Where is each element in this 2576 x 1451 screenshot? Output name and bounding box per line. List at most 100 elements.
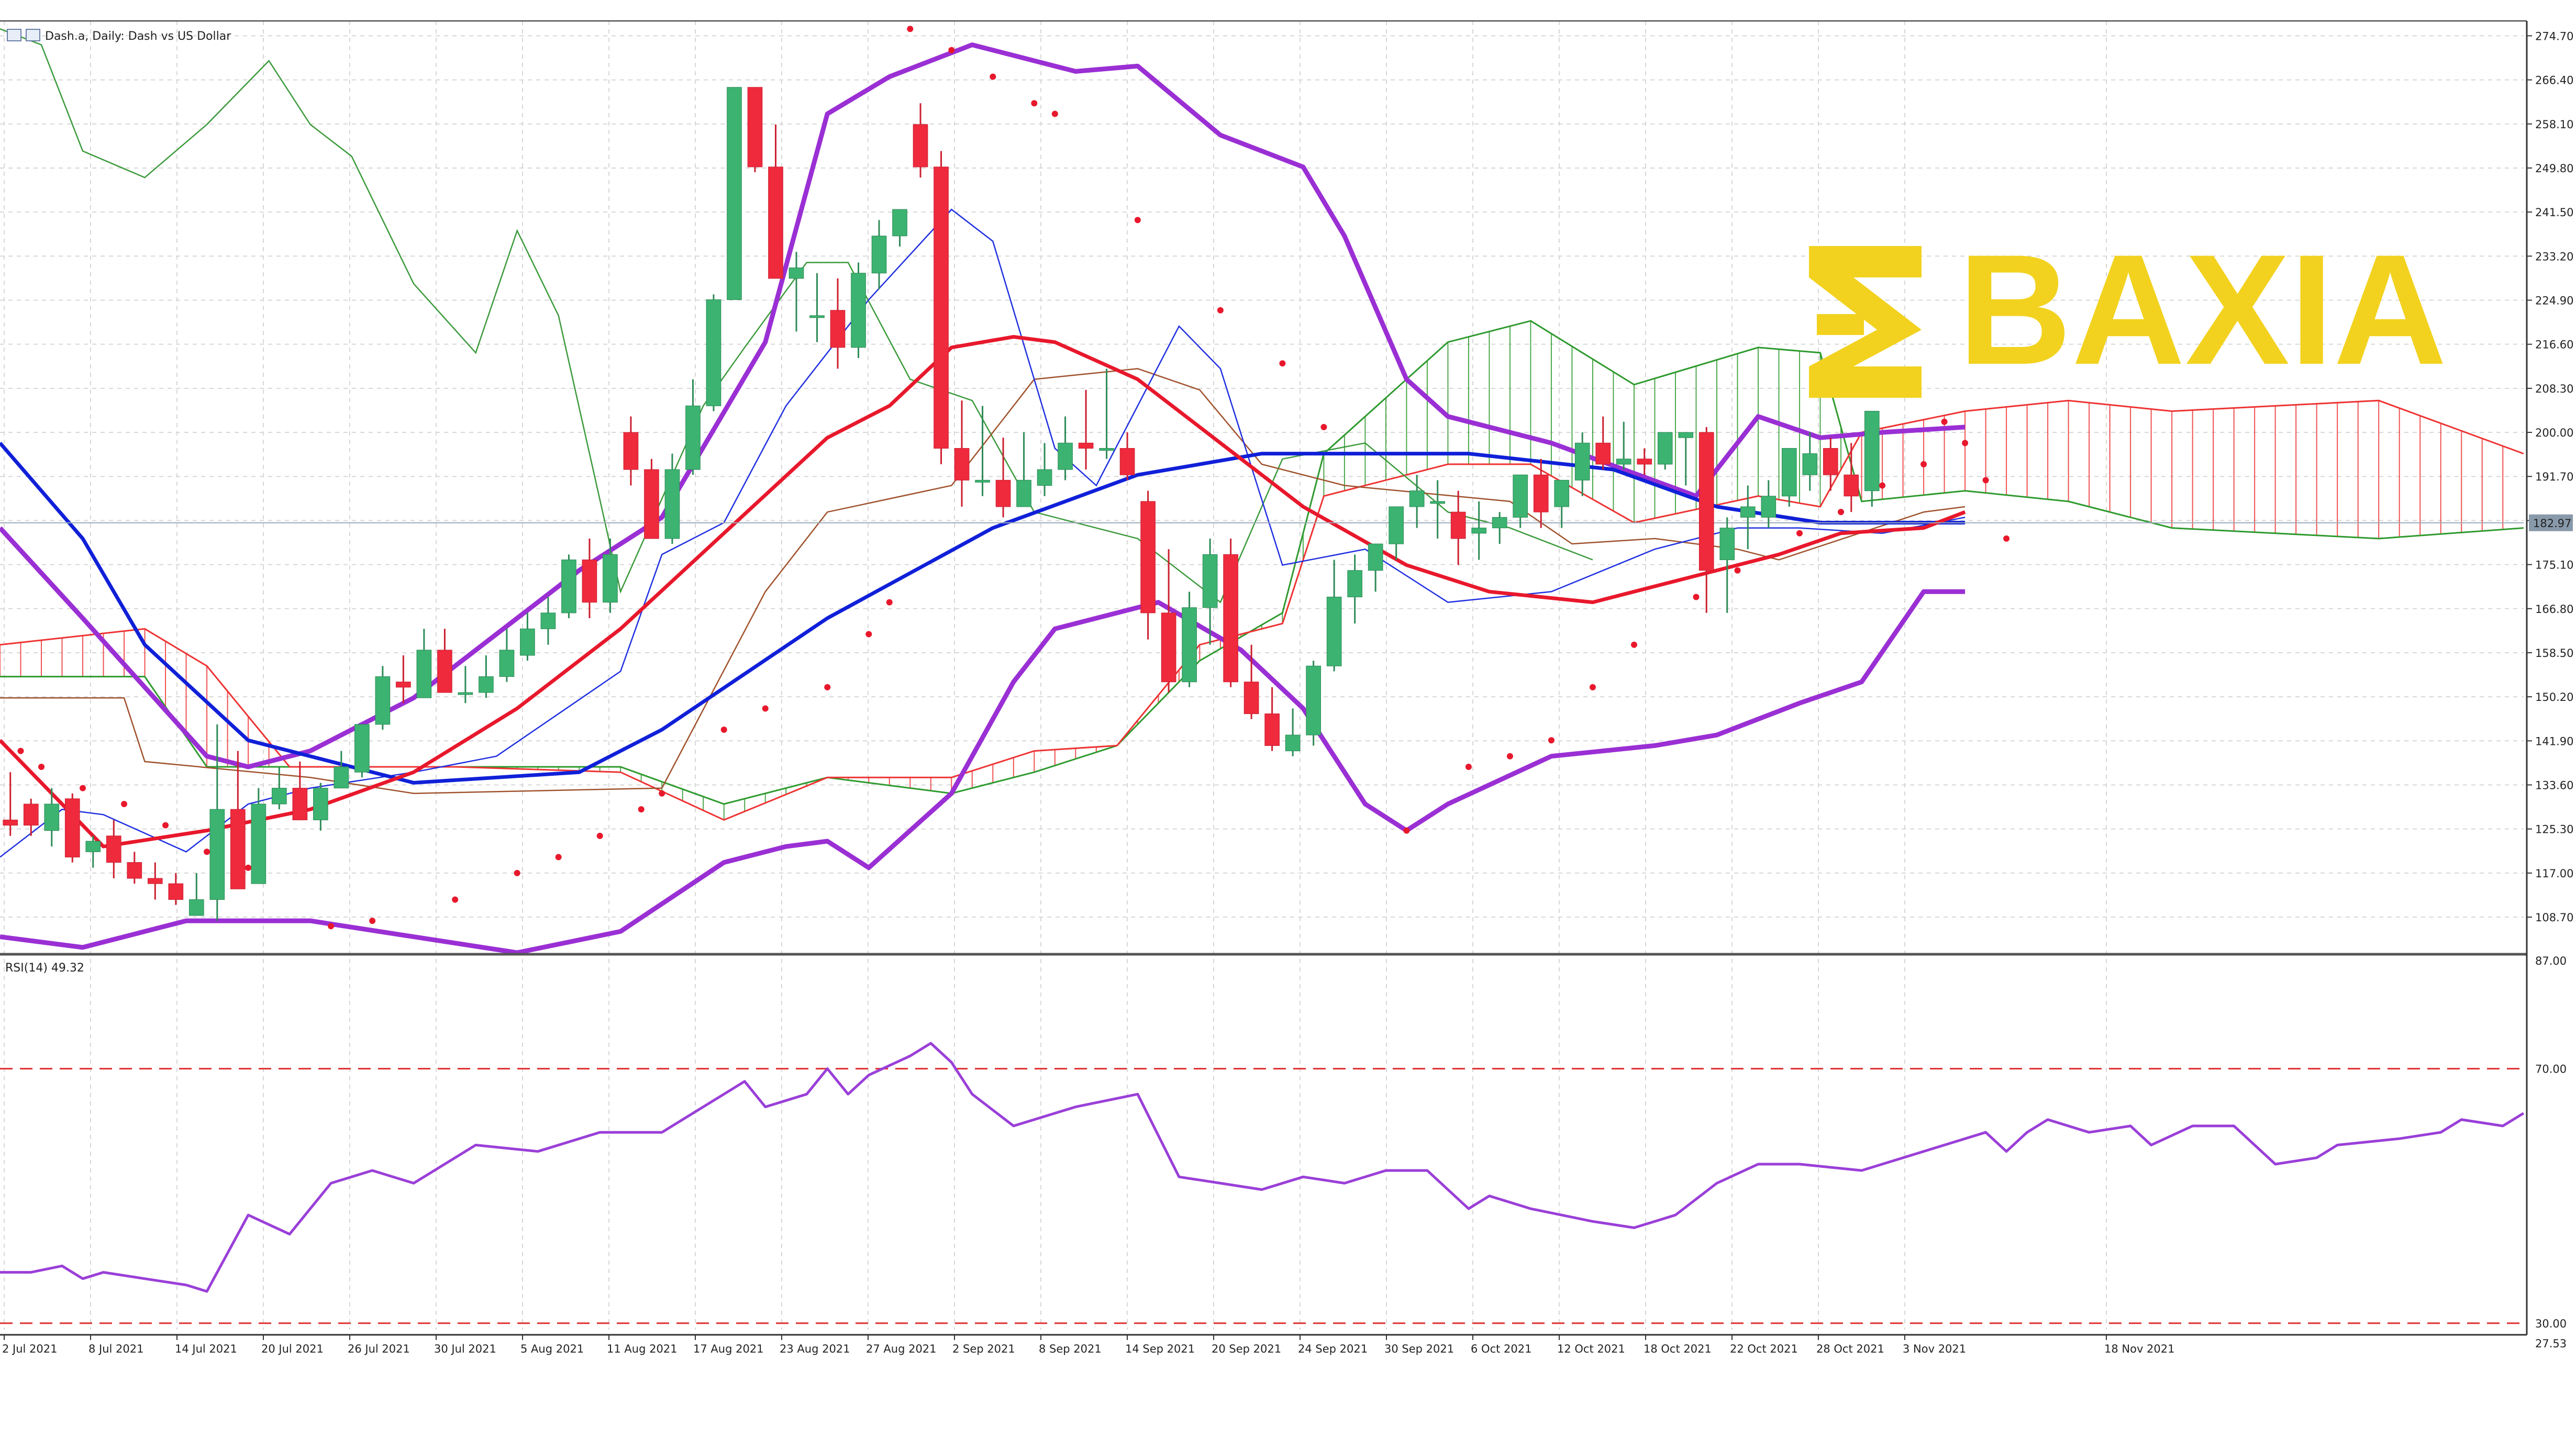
candle[interactable] xyxy=(789,252,804,332)
chart-window-icon[interactable] xyxy=(26,29,40,41)
candle[interactable] xyxy=(1430,480,1446,539)
candle[interactable] xyxy=(1306,661,1321,746)
candle[interactable] xyxy=(1781,448,1797,507)
candle[interactable] xyxy=(768,124,783,279)
candle[interactable] xyxy=(1078,389,1094,470)
candle[interactable] xyxy=(995,438,1011,518)
candle[interactable] xyxy=(1471,501,1487,560)
candle[interactable] xyxy=(1161,549,1176,693)
candle[interactable] xyxy=(106,820,121,879)
candle[interactable] xyxy=(603,538,618,613)
candle[interactable] xyxy=(1243,644,1259,719)
candle[interactable] xyxy=(1533,459,1549,528)
candle[interactable] xyxy=(44,788,60,847)
candle[interactable] xyxy=(437,629,452,693)
candle[interactable] xyxy=(623,416,639,486)
candle[interactable] xyxy=(188,873,204,916)
candle[interactable] xyxy=(354,724,370,778)
candle[interactable] xyxy=(1099,369,1114,459)
candle[interactable] xyxy=(1740,485,1756,550)
candle[interactable] xyxy=(1761,480,1776,528)
candle[interactable] xyxy=(1637,448,1652,475)
candle[interactable] xyxy=(396,655,411,704)
candle[interactable] xyxy=(1409,475,1425,528)
candle[interactable] xyxy=(1492,512,1507,544)
candle[interactable] xyxy=(520,612,535,661)
candle[interactable] xyxy=(685,379,701,475)
candle[interactable] xyxy=(127,852,142,884)
candle[interactable] xyxy=(292,761,308,820)
candle[interactable] xyxy=(1037,443,1052,496)
candle-body-bear xyxy=(1243,682,1259,715)
candle[interactable] xyxy=(1595,416,1611,470)
candle[interactable] xyxy=(1616,421,1631,470)
candle[interactable] xyxy=(147,862,163,900)
candle[interactable] xyxy=(1368,543,1383,592)
candle[interactable] xyxy=(1678,432,1694,486)
candle[interactable] xyxy=(272,767,287,810)
candle[interactable] xyxy=(706,294,721,411)
candle[interactable] xyxy=(727,87,742,300)
candle[interactable] xyxy=(334,751,349,789)
candle[interactable] xyxy=(809,273,825,342)
candle[interactable] xyxy=(644,459,659,539)
candle[interactable] xyxy=(416,629,432,698)
candle[interactable] xyxy=(168,873,184,905)
candle[interactable] xyxy=(1844,443,1859,512)
candle[interactable] xyxy=(871,220,887,289)
candle[interactable] xyxy=(1326,560,1342,672)
candle[interactable] xyxy=(64,793,80,863)
candle[interactable] xyxy=(934,151,949,464)
candle[interactable] xyxy=(479,655,494,698)
candle[interactable] xyxy=(1058,416,1073,481)
candle[interactable] xyxy=(1182,591,1197,687)
candle[interactable] xyxy=(1450,490,1466,565)
candle[interactable] xyxy=(1016,432,1031,507)
candle[interactable] xyxy=(1223,538,1238,687)
candle[interactable] xyxy=(582,538,597,619)
candle[interactable] xyxy=(1719,517,1735,613)
candle[interactable] xyxy=(1657,432,1673,470)
candle[interactable] xyxy=(1389,506,1404,560)
psar-dot xyxy=(865,631,872,638)
candle[interactable] xyxy=(851,262,866,359)
candle[interactable] xyxy=(747,87,763,173)
rsi-tick-label: 87.00 xyxy=(2535,955,2567,967)
candlesticks[interactable] xyxy=(3,87,1880,921)
candle[interactable] xyxy=(1864,410,1880,507)
candle[interactable] xyxy=(85,835,101,868)
candle[interactable] xyxy=(830,278,846,369)
candle[interactable] xyxy=(1574,432,1590,496)
candle[interactable] xyxy=(561,554,576,619)
candle[interactable] xyxy=(499,629,515,682)
psar-dot xyxy=(886,599,893,606)
candle[interactable] xyxy=(230,751,246,889)
candle[interactable] xyxy=(892,209,907,247)
candle[interactable] xyxy=(540,597,556,645)
candle[interactable] xyxy=(975,406,990,496)
candle[interactable] xyxy=(313,783,328,831)
candle[interactable] xyxy=(913,103,928,178)
candle[interactable] xyxy=(209,724,225,921)
candle[interactable] xyxy=(664,453,680,544)
candle[interactable] xyxy=(375,666,391,730)
candle[interactable] xyxy=(1140,490,1156,640)
candle[interactable] xyxy=(1202,538,1218,645)
candle[interactable] xyxy=(1347,554,1362,624)
candle[interactable] xyxy=(458,666,473,704)
candle-body-bull xyxy=(1554,479,1570,507)
candle[interactable] xyxy=(1802,432,1818,491)
chart-menu-icon[interactable] xyxy=(7,29,21,41)
candle[interactable] xyxy=(1285,708,1301,756)
candle[interactable] xyxy=(1698,427,1714,613)
candle[interactable] xyxy=(954,400,970,507)
candle[interactable] xyxy=(1119,432,1135,481)
candle[interactable] xyxy=(23,798,39,836)
candle[interactable] xyxy=(1513,474,1528,528)
candle[interactable] xyxy=(1554,479,1570,528)
candle[interactable] xyxy=(1264,687,1280,751)
candle[interactable] xyxy=(251,788,267,884)
candle[interactable] xyxy=(3,772,18,836)
candle[interactable] xyxy=(1823,438,1838,491)
